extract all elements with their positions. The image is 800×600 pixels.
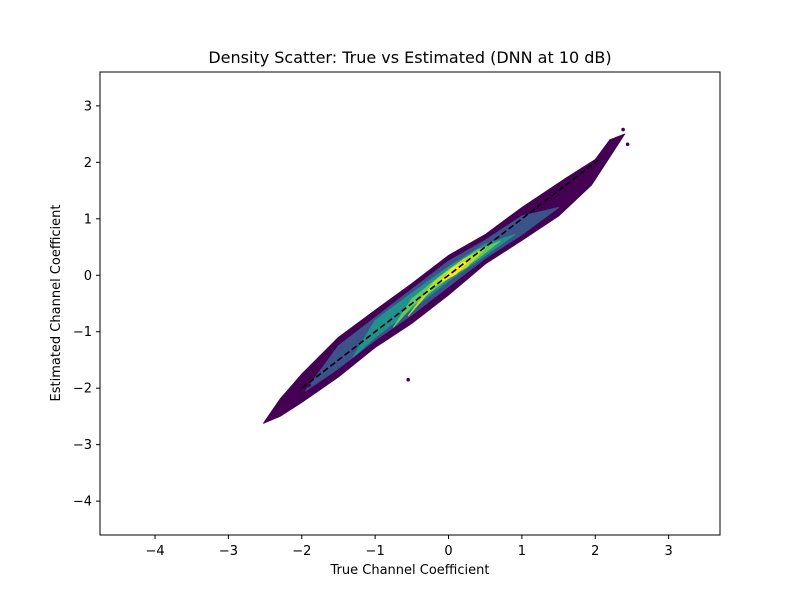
x-tick-label: −4 (145, 544, 164, 559)
y-tick-label: 1 (84, 212, 92, 227)
x-tick-label: 1 (518, 544, 526, 559)
x-axis: −4 −3 −2 −1 0 1 2 3 (145, 535, 673, 559)
outlier-point-0 (621, 127, 625, 132)
density-region-1 (304, 207, 560, 392)
y-axis-label: Estimated Channel Coefficient (49, 205, 64, 402)
y-axis: −4 −3 −2 −1 0 1 2 3 (73, 99, 100, 510)
outlier-point-4 (307, 383, 311, 388)
x-tick-label: 2 (591, 544, 599, 559)
outlier-point-1 (625, 142, 630, 147)
x-axis-label: True Channel Coefficient (330, 563, 490, 578)
outlier-point-2 (611, 144, 616, 149)
y-tick-label: 0 (84, 269, 92, 284)
y-tick-label: 2 (84, 156, 92, 171)
x-tick-label: −2 (292, 544, 311, 559)
y-tick-label: −1 (73, 325, 92, 340)
y-tick-label: 3 (84, 99, 92, 114)
outlier-point-3 (406, 377, 411, 382)
x-tick-label: 0 (444, 544, 452, 559)
chart-title: Density Scatter: True vs Estimated (DNN … (208, 48, 611, 67)
reference-line (301, 158, 600, 389)
x-tick-label: −1 (366, 544, 385, 559)
y-tick-label: −2 (73, 382, 92, 397)
plot-area (263, 127, 630, 424)
x-tick-label: −3 (219, 544, 238, 559)
x-tick-label: 3 (664, 544, 672, 559)
plot-frame (99, 71, 721, 536)
y-tick-label: −4 (73, 495, 92, 510)
y-tick-label: −3 (73, 438, 92, 453)
